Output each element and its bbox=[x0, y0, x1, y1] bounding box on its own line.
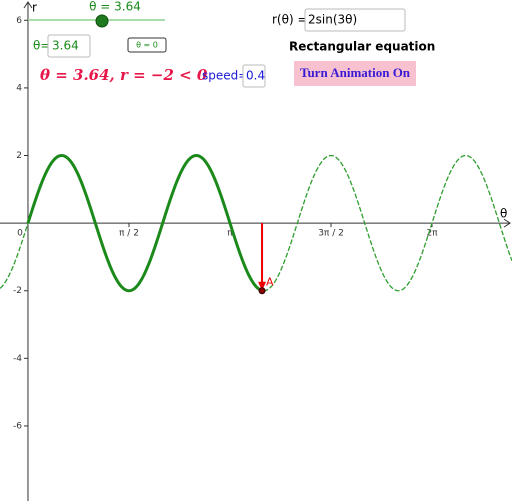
reset-button-label: θ = 0 bbox=[136, 41, 158, 50]
theta-input[interactable] bbox=[47, 34, 91, 58]
slider-knob[interactable] bbox=[95, 14, 109, 28]
y-axis-label: r bbox=[32, 1, 37, 15]
speed-label: speed= bbox=[202, 69, 248, 83]
x-tick-label: 3π / 2 bbox=[318, 229, 344, 239]
x-axis-arrow bbox=[503, 218, 511, 228]
y-tick-label: 2 bbox=[16, 151, 22, 161]
y-tick-label: 4 bbox=[16, 83, 22, 93]
point bbox=[258, 287, 266, 295]
x-tick-label: 2π bbox=[426, 229, 438, 239]
theta-input-label: θ= bbox=[33, 39, 50, 53]
reset-button[interactable] bbox=[127, 37, 167, 53]
speed-input[interactable] bbox=[242, 64, 266, 88]
r-vector-head bbox=[258, 281, 267, 291]
x-tick-label: π / 2 bbox=[119, 229, 139, 239]
function-input-label: r(θ) = bbox=[272, 13, 308, 27]
y-tick-label: -4 bbox=[13, 354, 22, 364]
theta-input-value: 3.64 bbox=[52, 39, 79, 53]
curve-full bbox=[0, 154, 512, 292]
y-tick-label: -6 bbox=[13, 421, 22, 431]
slider-label: θ = 3.64 bbox=[89, 0, 141, 14]
animation-button-label: Turn Animation On bbox=[300, 65, 411, 80]
x-tick-label: π bbox=[227, 229, 233, 239]
speed-value: 0.4 bbox=[246, 69, 265, 83]
x-axis-label: θ bbox=[500, 207, 507, 221]
y-tick-label: -2 bbox=[13, 286, 22, 296]
y-tick-label: 6 bbox=[16, 16, 22, 26]
status-text: θ = 3.64, r = −2 < 0 bbox=[40, 66, 208, 84]
rect-title: Rectangular equation bbox=[289, 40, 435, 54]
point-label: A bbox=[266, 276, 274, 289]
y-axis-arrow bbox=[23, 1, 33, 9]
function-input[interactable] bbox=[304, 8, 406, 32]
animation-button[interactable] bbox=[294, 61, 416, 86]
curve-traced bbox=[26, 154, 263, 293]
function-input-value: 2sin(3θ) bbox=[308, 13, 357, 27]
x-tick-label: 0 bbox=[17, 229, 23, 239]
